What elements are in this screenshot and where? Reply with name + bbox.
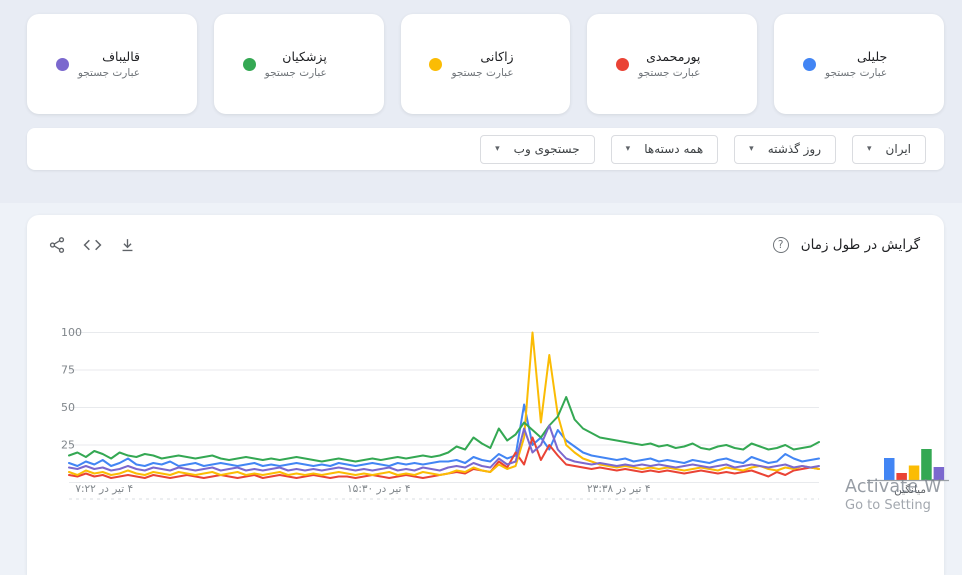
chevron-down-icon: ▾: [749, 143, 754, 154]
term-color-dot-icon: [242, 57, 256, 71]
term-color-dot-icon: [616, 57, 630, 71]
term-type-label: عبارت جستجو: [451, 66, 514, 79]
term-type-label: عبارت جستجو: [825, 66, 888, 79]
svg-text:100: 100: [61, 326, 82, 339]
term-card-jalili[interactable]: جلیلی عبارت جستجو: [774, 14, 944, 114]
help-icon[interactable]: ?: [772, 237, 789, 253]
time-range-dropdown[interactable]: روز گذشته ▾: [734, 134, 837, 164]
svg-text:۴ تیر در ۷:۲۲: ۴ تیر در ۷:۲۲: [75, 483, 133, 495]
embed-button[interactable]: [80, 233, 104, 257]
term-type-label: عبارت جستجو: [264, 66, 327, 79]
category-dropdown[interactable]: همه دسته‌ها ▾: [610, 134, 719, 164]
svg-text:75: 75: [61, 364, 75, 377]
interest-over-time-card: گرایش در طول زمان ? 25 50 75 100 ۴ تی: [27, 215, 949, 575]
term-cards-row: جلیلی عبارت جستجو پورمحمدی عبارت جستجو ز…: [27, 14, 944, 114]
term-color-dot-icon: [429, 57, 443, 71]
chevron-down-icon: ▾: [625, 143, 631, 154]
term-name: زاکانی: [480, 48, 514, 64]
filters-bar: ایران ▾ روز گذشته ▾ همه دسته‌ها ▾ جستجوی…: [27, 128, 944, 170]
category-value: همه دسته‌ها: [644, 142, 704, 156]
svg-text:50: 50: [61, 401, 75, 414]
chevron-down-icon: ▾: [867, 143, 872, 154]
share-button[interactable]: [45, 233, 69, 257]
term-name: پزشکیان: [282, 48, 327, 64]
code-icon: [83, 239, 101, 251]
download-csv-button[interactable]: [115, 233, 139, 257]
average-bars-canvas[interactable]: میانگین: [865, 440, 962, 502]
term-type-label: عبارت جستجو: [77, 66, 140, 79]
term-card-ghalibaf[interactable]: قالیباف عبارت جستجو: [27, 14, 197, 114]
share-icon: [49, 237, 65, 253]
time-range-value: روز گذشته: [767, 142, 822, 156]
term-color-dot-icon: [803, 57, 817, 71]
svg-text:میانگین: میانگین: [894, 483, 926, 496]
download-icon: [122, 238, 132, 251]
term-name: جلیلی: [856, 48, 888, 64]
svg-text:25: 25: [61, 439, 75, 452]
term-card-pezeshkian[interactable]: پزشکیان عبارت جستجو: [213, 14, 384, 114]
svg-text:۴ تیر در ۱۵:۳۰: ۴ تیر در ۱۵:۳۰: [347, 483, 410, 495]
term-type-label: عبارت جستجو: [638, 66, 701, 79]
trend-chart-canvas[interactable]: 25 50 75 100 ۴ تیر در ۷:۲۲ ۴ تیر در ۱۵:۳۰ ۴ تی…: [45, 322, 835, 507]
region-value: ایران: [885, 142, 911, 156]
term-card-zakani[interactable]: زاکانی عبارت جستجو: [400, 14, 571, 114]
term-color-dot-icon: [55, 57, 69, 71]
region-dropdown[interactable]: ایران ▾: [852, 134, 926, 164]
svg-text:۴ تیر در ۲۳:۳۸: ۴ تیر در ۲۳:۳۸: [587, 483, 650, 495]
search-type-value: جستجوی وب: [513, 142, 580, 156]
term-name: قالیباف: [102, 48, 140, 64]
chart-title: گرایش در طول زمان: [800, 237, 920, 253]
term-name: پورمحمدی: [646, 48, 701, 64]
chevron-down-icon: ▾: [495, 143, 500, 154]
term-card-pourmohammadi[interactable]: پورمحمدی عبارت جستجو: [587, 14, 758, 114]
search-type-dropdown[interactable]: جستجوی وب ▾: [480, 134, 595, 164]
